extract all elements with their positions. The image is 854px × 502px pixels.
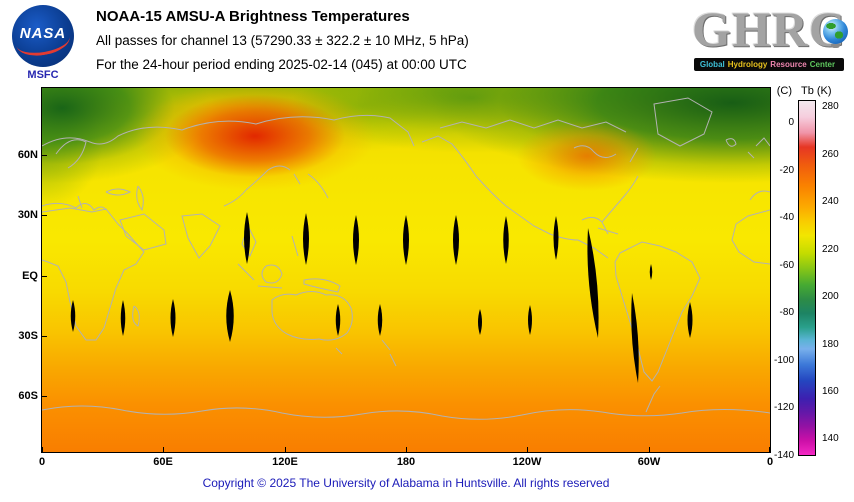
colorbar-kelvin-tick: 160 — [822, 386, 839, 397]
tagline-word: Global — [699, 60, 725, 69]
colorbar-kelvin-tick: 240 — [822, 196, 839, 207]
ghrc-letter-c: C — [809, 2, 848, 56]
y-axis-label: 60N — [17, 149, 38, 161]
y-axis-label: EQ — [22, 270, 38, 282]
y-axis-tick — [42, 396, 47, 397]
colorbar-celsius-header: (C) — [776, 85, 792, 97]
y-axis-tick — [42, 336, 47, 337]
colorbar-celsius-tick: -120 — [773, 402, 794, 413]
nasa-logo: NASA — [12, 5, 74, 67]
x-axis-label: 180 — [396, 456, 416, 468]
y-axis-label: 30N — [17, 209, 38, 221]
x-axis-tick — [163, 447, 164, 452]
colorbar-celsius-tick: -60 — [779, 260, 794, 271]
tagline-word: Center — [809, 60, 836, 69]
coastlines — [42, 97, 770, 420]
x-axis-label: 0 — [38, 456, 46, 468]
x-axis-tick — [527, 447, 528, 452]
colorbar-celsius-tick: -100 — [773, 355, 794, 366]
colorbar-kelvin-tick: 280 — [822, 101, 839, 112]
ghrc-letter-g: G — [691, 1, 732, 57]
tagline-word: Resource — [770, 60, 807, 69]
colorbar-celsius-tick: -40 — [779, 212, 794, 223]
ghrc-letter-r: R — [771, 1, 809, 57]
x-axis-tick — [649, 447, 650, 452]
period-subtitle: For the 24-hour period ending 2025-02-14… — [96, 57, 467, 72]
ghrc-tagline: Global Hydrology Resource Center — [693, 58, 845, 71]
x-axis-label: 60E — [153, 456, 173, 468]
msfc-label: MSFC — [27, 69, 59, 81]
title-block: NOAA-15 AMSU-A Brightness Temperatures A… — [96, 8, 469, 81]
x-axis-label: 0 — [766, 456, 774, 468]
map-overlay — [42, 97, 770, 420]
colorbar-kelvin-tick: 260 — [822, 149, 839, 160]
colorbar-celsius-tick: 0 — [788, 117, 794, 128]
y-axis-label: 30S — [18, 330, 38, 342]
tagline-word: Hydrology — [727, 60, 768, 69]
x-axis-label: 120W — [512, 456, 542, 468]
x-axis-label: 60W — [637, 456, 661, 468]
colorbar-celsius-tick: -140 — [773, 450, 794, 461]
y-axis-label: 60S — [18, 390, 38, 402]
copyright-notice: Copyright © 2025 The University of Alaba… — [202, 476, 610, 490]
page-title: NOAA-15 AMSU-A Brightness Temperatures — [96, 8, 410, 25]
x-axis-label: 120E — [272, 456, 298, 468]
nasa-logo-text: NASA — [19, 25, 67, 42]
ghrc-acronym: G H R C — [691, 1, 848, 57]
ghrc-letter-h: H — [731, 1, 772, 57]
x-axis-tick — [285, 447, 286, 452]
y-axis-tick — [42, 215, 47, 216]
channel-subtitle: All passes for channel 13 (57290.33 ± 32… — [96, 33, 469, 48]
colorbar-celsius-tick: -80 — [779, 307, 794, 318]
temperature-field — [42, 88, 770, 452]
no-data-gaps — [70, 212, 693, 383]
x-axis-tick — [769, 447, 770, 452]
globe-icon — [823, 19, 848, 48]
y-axis-tick — [42, 155, 47, 156]
colorbar-kelvin-tick: 220 — [822, 244, 839, 255]
brightness-temperature-map — [41, 87, 771, 453]
x-axis-tick — [42, 447, 43, 452]
colorbar — [798, 100, 816, 456]
colorbar-kelvin-tick: 200 — [822, 291, 839, 302]
colorbar-kelvin-tick: 140 — [822, 433, 839, 444]
y-axis-tick — [42, 276, 47, 277]
colorbar-celsius-tick: -20 — [779, 165, 794, 176]
colorbar-kelvin-tick: 180 — [822, 339, 839, 350]
x-axis-tick — [406, 447, 407, 452]
colorbar-kelvin-header: Tb (K) — [801, 85, 832, 97]
